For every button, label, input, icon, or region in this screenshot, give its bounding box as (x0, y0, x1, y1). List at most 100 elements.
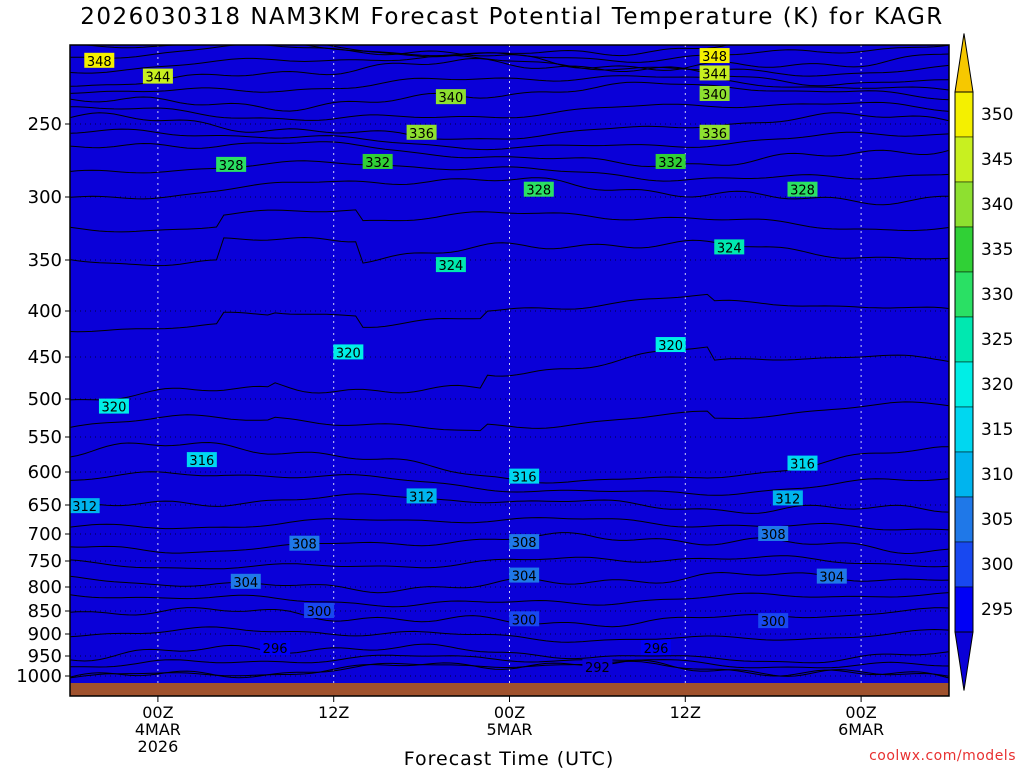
contour-label-bg (260, 640, 291, 656)
x-tick-label: 12Z (318, 703, 349, 722)
colorbar-segment (954, 136, 974, 183)
contour-label: 316 (790, 458, 815, 473)
contour-label: 324 (438, 259, 463, 274)
contour-line-336 (70, 112, 949, 140)
contour-label: 304 (512, 570, 537, 585)
colorbar-segment (954, 541, 974, 588)
x-tick-label: 2026 (138, 737, 179, 756)
contour-label-bg (714, 239, 745, 255)
contour-label: 332 (658, 156, 683, 171)
y-tick-label: 500 (28, 389, 62, 410)
y-tick-label: 850 (28, 601, 62, 622)
contour-label-layer: 348 348 344 344 340 340 336 336 332 332 328 328 328 3… (69, 48, 847, 676)
contour-label-bg (641, 640, 671, 656)
contour-line-306 (70, 555, 949, 570)
colorbar-label: 330 (981, 285, 1013, 305)
contour-line-326 (70, 209, 949, 233)
contour-line-340 (70, 81, 949, 112)
contour-line-344 (70, 57, 949, 87)
y-tick-label: 950 (28, 646, 62, 667)
contour-label-bg (216, 156, 247, 172)
contour-line-338 (70, 101, 949, 121)
contour-label: 344 (145, 71, 170, 86)
colorbar-segment (954, 316, 974, 363)
contour-label-bg (655, 153, 686, 169)
y-tick-label: 400 (28, 301, 62, 322)
contour-label-bg (699, 124, 730, 140)
y-tick-label: 600 (28, 462, 62, 483)
contour-label-bg (435, 257, 466, 273)
contour-line-292 (70, 660, 949, 679)
colorbar-segment (954, 451, 974, 498)
contour-line-294 (70, 654, 949, 669)
contour-label: 340 (438, 91, 463, 106)
contour-label-bg (655, 337, 686, 353)
contour-label: 300 (307, 605, 332, 620)
colorbar-segment (954, 361, 974, 408)
contour-label-bg (509, 611, 540, 627)
contour-label-bg (699, 48, 730, 64)
contour-label-bg (816, 568, 847, 584)
contour-label-bg (699, 85, 730, 101)
y-tick-label: 300 (28, 187, 62, 208)
contour-label: 308 (761, 528, 786, 543)
y-tick-label: 1000 (16, 666, 62, 687)
y-tick-label: 350 (28, 250, 62, 271)
y-tick-label: 900 (28, 624, 62, 645)
x-tick-label: 5MAR (486, 720, 532, 739)
contour-line-332 (70, 141, 949, 168)
colorbar-segment (954, 586, 974, 633)
colorbar: 350 345 340 335 330 325 320 315 310 305 300 295 (954, 33, 1013, 691)
contour-label: 296 (644, 642, 669, 657)
contour-label-bg (406, 488, 437, 504)
contour-line-352 (323, 45, 729, 58)
contour-line-296 (70, 643, 949, 664)
contour-label-bg (509, 468, 540, 484)
contour-label: 320 (658, 339, 683, 354)
colorbar-top-arrow (954, 33, 974, 93)
contour-label: 328 (526, 184, 551, 199)
contour-label-bg (69, 498, 100, 514)
contour-label-bg (406, 124, 437, 140)
contour-label-bg (362, 153, 393, 169)
colorbar-label: 325 (981, 330, 1013, 350)
contour-label-bg (787, 181, 818, 197)
y-tick-label: 650 (28, 495, 62, 516)
colorbar-label: 345 (981, 150, 1013, 170)
contour-label-bg (523, 181, 554, 197)
colorbar-label: 350 (981, 105, 1013, 125)
contour-label-bg (230, 573, 261, 589)
colorbar-segment (954, 181, 974, 228)
x-tick-label: 00Z (142, 703, 173, 722)
band-fill-292 (70, 45, 949, 678)
contour-line-322 (70, 293, 949, 333)
y-tick-label: 700 (28, 524, 62, 545)
contour-label: 308 (292, 538, 317, 553)
y-tick-label: 750 (28, 551, 62, 572)
contour-label-bg (98, 398, 129, 414)
contour-line-334 (70, 128, 949, 151)
chart-title: 2026030318 NAM3KM Forecast Potential Tem… (80, 4, 944, 30)
contour-label: 300 (512, 613, 537, 628)
colorbar-label: 300 (981, 555, 1013, 575)
x-tick-label: 00Z (494, 703, 525, 722)
contour-label: 328 (219, 159, 244, 174)
x-axis-label: Forecast Time (UTC) (404, 748, 614, 768)
contour-line-302 (70, 592, 949, 608)
contour-label: 312 (775, 492, 800, 507)
colorbar-segment (954, 406, 974, 453)
contour-line-312 (70, 493, 949, 514)
contour-line-320 (70, 346, 949, 401)
contour-label: 348 (702, 50, 727, 65)
colorbar-label: 295 (981, 600, 1013, 620)
contour-label: 308 (512, 536, 537, 551)
contour-line-346 (70, 54, 949, 77)
y-tick-label: 250 (28, 114, 62, 135)
contour-label: 296 (263, 642, 288, 657)
colorbar-label: 335 (981, 240, 1013, 260)
contour-label: 320 (102, 401, 127, 416)
grid-layer (70, 45, 949, 696)
colorbar-segment (954, 91, 974, 138)
x-tick-label: 6MAR (838, 720, 884, 739)
